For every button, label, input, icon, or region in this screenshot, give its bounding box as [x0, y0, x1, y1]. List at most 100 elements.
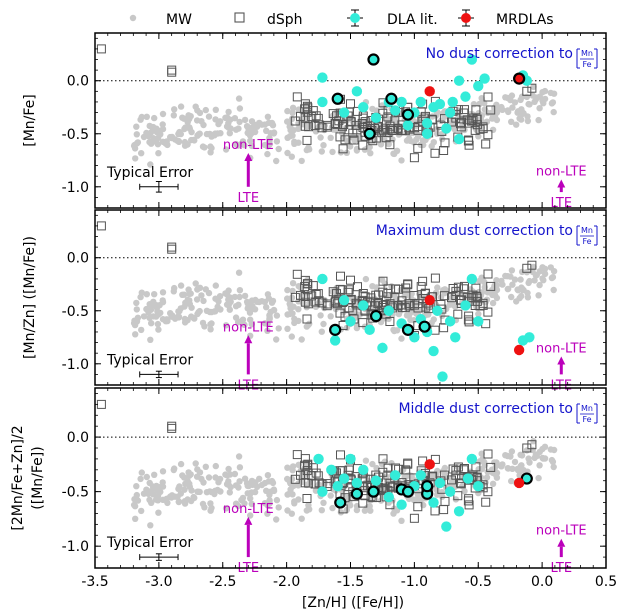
mw-star-point [235, 453, 243, 460]
dsph-point [336, 450, 345, 460]
dsph-point [323, 120, 333, 130]
mw-star-point [366, 503, 373, 510]
mw-star-point [518, 268, 526, 276]
dla-point [444, 316, 456, 327]
dla-highlighted-point [418, 320, 431, 333]
dsph-point [338, 144, 348, 154]
dsph-point [383, 284, 393, 294]
dsph-point [464, 500, 474, 510]
mw-star-point [483, 474, 491, 481]
nlte-arrow-right-icon [557, 538, 566, 547]
nlte-right-top-label: non-LTE [536, 341, 587, 356]
mw-star-point [264, 327, 271, 334]
mw-star-point [525, 279, 532, 287]
dsph-point [464, 494, 474, 504]
mw-star-point [401, 474, 408, 481]
mw-star-point [222, 505, 230, 512]
mw-star-point [414, 491, 422, 498]
typical-error-label: Typical Error [106, 165, 193, 181]
mw-star-point [289, 109, 296, 117]
mw-star-point [156, 302, 163, 309]
mw-star-point [175, 485, 182, 493]
dsph-point [471, 105, 481, 115]
mw-star-point [177, 460, 185, 468]
mw-star-point [531, 454, 538, 462]
mw-star-point [535, 292, 542, 299]
dla-point [377, 342, 388, 354]
dla-point [338, 473, 350, 484]
dla-point [345, 453, 356, 465]
mw-star-point [143, 305, 150, 313]
dsph-point [292, 450, 302, 460]
mw-star-point [222, 146, 230, 153]
mw-star-point [508, 293, 515, 301]
mw-star-point [244, 490, 251, 497]
legend-mw-marker-icon [129, 14, 137, 22]
mw-star-point [174, 313, 181, 321]
mw-star-point [181, 486, 188, 493]
dla-point [524, 332, 535, 343]
dsph-point [300, 282, 310, 292]
fraction-numerator: Mn [581, 49, 593, 58]
x-tick-label: 0.5 [595, 574, 617, 590]
dsph-point [357, 118, 367, 128]
mw-star-point [268, 477, 276, 485]
mw-star-point [215, 120, 222, 128]
dsph-point [167, 242, 177, 252]
mw-star-point [407, 137, 414, 145]
nlte-arrow-right-icon [557, 179, 566, 188]
mw-star-point [270, 306, 278, 314]
typical-error-label: Typical Error [106, 352, 193, 368]
mw-star-point [373, 107, 380, 114]
mw-star-point [481, 278, 488, 286]
mw-star-point [264, 502, 271, 509]
mw-star-point [289, 280, 297, 287]
mw-star-point [295, 317, 302, 325]
mw-star-point [155, 326, 162, 333]
mw-star-point [170, 288, 177, 295]
dla-point [370, 475, 382, 486]
mw-star-point [478, 450, 485, 457]
mw-star-point [236, 287, 244, 294]
mw-star-point [132, 331, 139, 338]
legend: MW dSph DLA lit. MRDLAs [129, 9, 554, 28]
dsph-point [409, 153, 419, 163]
dsph-point [302, 279, 312, 289]
dla-point [402, 120, 414, 131]
mw-star-point [295, 306, 302, 313]
mw-star-point [200, 121, 207, 129]
mw-star-point [249, 124, 256, 131]
nlte-arrow-left-icon [244, 516, 253, 525]
mw-star-point [177, 282, 185, 289]
mw-star-point [489, 126, 497, 133]
mw-star-point [318, 507, 325, 514]
mw-star-point [509, 104, 516, 111]
mw-star-point [264, 320, 271, 328]
mw-star-point [207, 321, 214, 328]
mw-star-point [539, 264, 546, 271]
dsph-point [439, 505, 449, 515]
mw-star-point [202, 106, 209, 114]
mw-star-point [261, 121, 269, 128]
mw-star-point [185, 112, 192, 119]
dsph-point [313, 289, 323, 299]
mw-star-point [536, 105, 543, 112]
mw-star-point [148, 320, 155, 327]
legend-item-dla: DLA lit. [347, 9, 438, 28]
mw-star-point [159, 316, 167, 323]
mw-star-point [155, 509, 162, 516]
mw-star-point [175, 308, 182, 315]
mw-star-point [318, 148, 325, 155]
mw-star-point [298, 515, 305, 522]
dla-highlighted-point [350, 487, 363, 500]
dsph-point [427, 472, 437, 482]
mw-star-point [518, 452, 526, 459]
mw-star-point [284, 295, 291, 302]
dsph-point [300, 292, 310, 301]
dsph-point [167, 65, 177, 75]
dsph-point [300, 275, 310, 285]
mw-star-point [264, 143, 271, 150]
mw-star-point [524, 289, 531, 297]
mw-star-point [236, 118, 243, 126]
mw-star-point [288, 153, 295, 160]
